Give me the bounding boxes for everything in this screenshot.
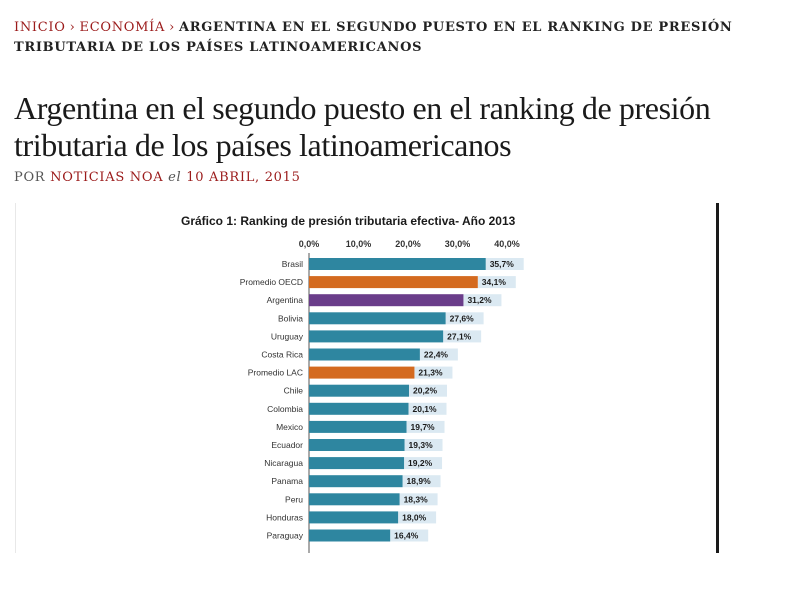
category-label: Panama: [271, 476, 303, 486]
x-tick-label: 20,0%: [395, 239, 421, 249]
category-label: Colombia: [267, 404, 303, 414]
data-label-bg: [419, 348, 458, 361]
category-label: Brasil: [282, 259, 303, 269]
data-label: 27,6%: [450, 313, 475, 323]
breadcrumb-home-link[interactable]: INICIO: [14, 20, 66, 35]
data-label: 16,4%: [394, 531, 419, 541]
author-link[interactable]: NOTICIAS NOA: [50, 170, 164, 185]
category-label: Peru: [285, 494, 303, 504]
data-label: 20,2%: [413, 386, 438, 396]
bar-chart: Gráfico 1: Ranking de presión tributaria…: [181, 214, 524, 553]
x-tick-label: 0,0%: [299, 239, 320, 249]
byline-el: el: [168, 170, 182, 185]
data-label: 22,4%: [424, 350, 449, 360]
data-label: 19,3%: [409, 440, 434, 450]
category-label: Promedio OECD: [240, 277, 303, 287]
data-label: 21,3%: [418, 368, 443, 378]
data-label-bg: [399, 493, 438, 506]
category-label: Ecuador: [271, 440, 303, 450]
data-label: 20,1%: [412, 404, 437, 414]
byline-prefix: POR: [14, 170, 46, 185]
article-date: 10 ABRIL, 2015: [186, 170, 301, 185]
breadcrumb-current: ARGENTINA EN EL SEGUNDO PUESTO EN EL RAN…: [14, 20, 733, 55]
category-label: Argentina: [267, 295, 304, 305]
bar: [309, 258, 486, 270]
bar: [309, 330, 444, 343]
figure-divider: [716, 203, 719, 553]
article-title: Argentina en el segundo puesto en el ran…: [14, 90, 711, 163]
x-tick-label: 40,0%: [494, 239, 520, 249]
bar: [309, 475, 403, 488]
data-label-bg: [398, 511, 437, 524]
data-label-bg: [414, 366, 453, 379]
category-label: Honduras: [266, 512, 303, 522]
data-label-bg: [404, 457, 443, 470]
breadcrumb: INICIO › ECONOMÍA › ARGENTINA EN EL SEGUNDO …: [14, 18, 754, 58]
data-label-bg: [404, 439, 443, 451]
data-label: 31,2%: [467, 295, 492, 305]
bar: [309, 276, 478, 289]
data-label-bg: [408, 384, 447, 397]
x-tick-label: 10,0%: [346, 239, 372, 249]
bar: [309, 294, 464, 307]
bar: [309, 529, 391, 542]
breadcrumb-separator: ›: [69, 20, 76, 35]
data-label: 27,1%: [447, 331, 472, 341]
data-label-bg: [390, 529, 429, 542]
chart-title: Gráfico 1: Ranking de presión tributaria…: [181, 214, 516, 228]
bar: [309, 420, 407, 433]
bar: [309, 402, 409, 415]
category-label: Paraguay: [267, 531, 304, 541]
breadcrumb-section-link[interactable]: ECONOMÍA: [79, 20, 166, 35]
bar: [309, 493, 400, 506]
data-label-bg: [408, 402, 447, 415]
data-label: 34,1%: [482, 277, 507, 287]
data-label: 35,7%: [490, 259, 515, 269]
data-label: 18,0%: [402, 512, 427, 522]
category-label: Mexico: [276, 422, 303, 432]
category-label: Uruguay: [271, 331, 304, 341]
category-label: Nicaragua: [264, 458, 303, 468]
data-label: 19,2%: [408, 458, 433, 468]
bar: [309, 366, 415, 379]
category-label: Costa Rica: [261, 350, 303, 360]
bar: [309, 439, 405, 451]
category-label: Promedio LAC: [248, 368, 303, 378]
bar: [309, 457, 405, 470]
bar: [309, 312, 446, 325]
x-tick-label: 30,0%: [445, 239, 471, 249]
category-label: Chile: [284, 386, 304, 396]
data-label: 18,9%: [407, 476, 432, 486]
breadcrumb-separator: ›: [169, 20, 175, 35]
data-label-bg: [485, 258, 524, 270]
data-label-bg: [477, 276, 516, 289]
data-label-bg: [402, 475, 441, 488]
bar: [309, 511, 399, 524]
data-label-bg: [406, 420, 445, 433]
bar: [309, 384, 409, 397]
category-label: Bolivia: [278, 313, 303, 323]
data-label: 18,3%: [404, 494, 429, 504]
bar: [309, 348, 420, 361]
data-label: 19,7%: [411, 422, 436, 432]
data-label-bg: [443, 330, 482, 343]
data-label-bg: [463, 294, 502, 307]
article-byline: POR NOTICIAS NOA el 10 ABRIL, 2015: [14, 170, 301, 185]
data-label-bg: [445, 312, 484, 325]
chart-figure: Gráfico 1: Ranking de presión tributaria…: [15, 203, 719, 553]
